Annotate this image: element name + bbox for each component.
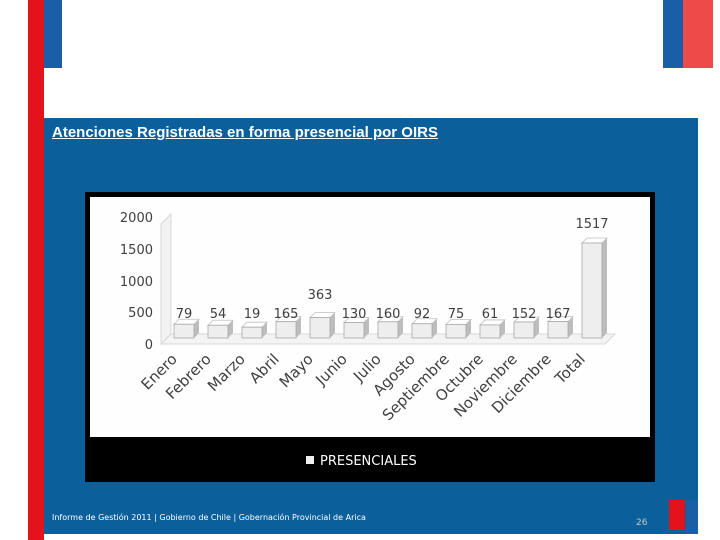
bar-side	[568, 316, 573, 338]
data-label: 92	[414, 307, 431, 322]
bar-side	[534, 316, 539, 338]
bar	[547, 321, 569, 339]
bar-side	[364, 317, 369, 338]
data-label: 75	[448, 307, 465, 322]
data-label: 54	[210, 307, 227, 322]
page-number: 26	[636, 518, 648, 528]
bar-side	[466, 319, 471, 338]
data-label: 363	[308, 288, 333, 303]
data-label: 167	[546, 307, 571, 322]
data-label: 160	[376, 307, 401, 322]
y-tick-label: 0	[145, 338, 153, 353]
bar	[445, 323, 467, 339]
bar	[173, 323, 195, 339]
right-red-block	[683, 0, 713, 68]
data-label: 19	[244, 307, 261, 322]
legend-swatch	[306, 456, 314, 464]
y-tick-label: 1000	[120, 275, 153, 290]
bar	[241, 326, 263, 339]
bar	[513, 321, 535, 339]
chart-area: 0 500 1000 1500 2000 79 Enero 54 Febrero 19 Marzo 1…	[85, 192, 655, 482]
bar	[207, 324, 229, 339]
bar-chart: 050010001500200079Enero54Febrero19Marzo1…	[90, 197, 650, 479]
bottom-blue-block	[686, 500, 698, 534]
left-red-stripe	[28, 0, 44, 540]
bar-side	[500, 319, 505, 338]
data-label: 152	[512, 307, 537, 322]
bar	[343, 322, 365, 339]
bar-side	[330, 312, 335, 338]
data-label: 1517	[575, 217, 608, 232]
bar-side	[194, 319, 199, 338]
bottom-red-block	[669, 500, 685, 530]
data-label: 165	[274, 307, 299, 322]
y-tick-label: 1500	[120, 243, 153, 258]
legend-label: PRESENCIALES	[320, 454, 417, 469]
bar-side	[398, 316, 403, 338]
bar	[581, 242, 603, 339]
legend-area	[90, 437, 650, 479]
data-label: 61	[482, 307, 499, 322]
bar-side	[262, 322, 267, 338]
bar-side	[602, 238, 607, 338]
slide-title: Atenciones Registradas en forma presenci…	[52, 124, 438, 141]
bar	[309, 317, 331, 339]
bar-side	[432, 318, 437, 338]
data-label: 79	[176, 307, 193, 322]
footer-text: Informe de Gestión 2011 | Gobierno de Ch…	[52, 513, 366, 522]
bar	[411, 323, 433, 339]
bar	[377, 321, 399, 339]
bar	[275, 321, 297, 339]
bar	[479, 324, 501, 339]
data-label: 130	[342, 307, 367, 322]
right-blue-block	[663, 0, 683, 68]
bar-side	[296, 316, 301, 338]
bar-side	[228, 320, 233, 338]
left-blue-block	[44, 0, 62, 68]
y-tick-label: 2000	[120, 211, 153, 226]
chart-side-wall	[160, 212, 172, 346]
y-tick-label: 500	[128, 306, 153, 321]
